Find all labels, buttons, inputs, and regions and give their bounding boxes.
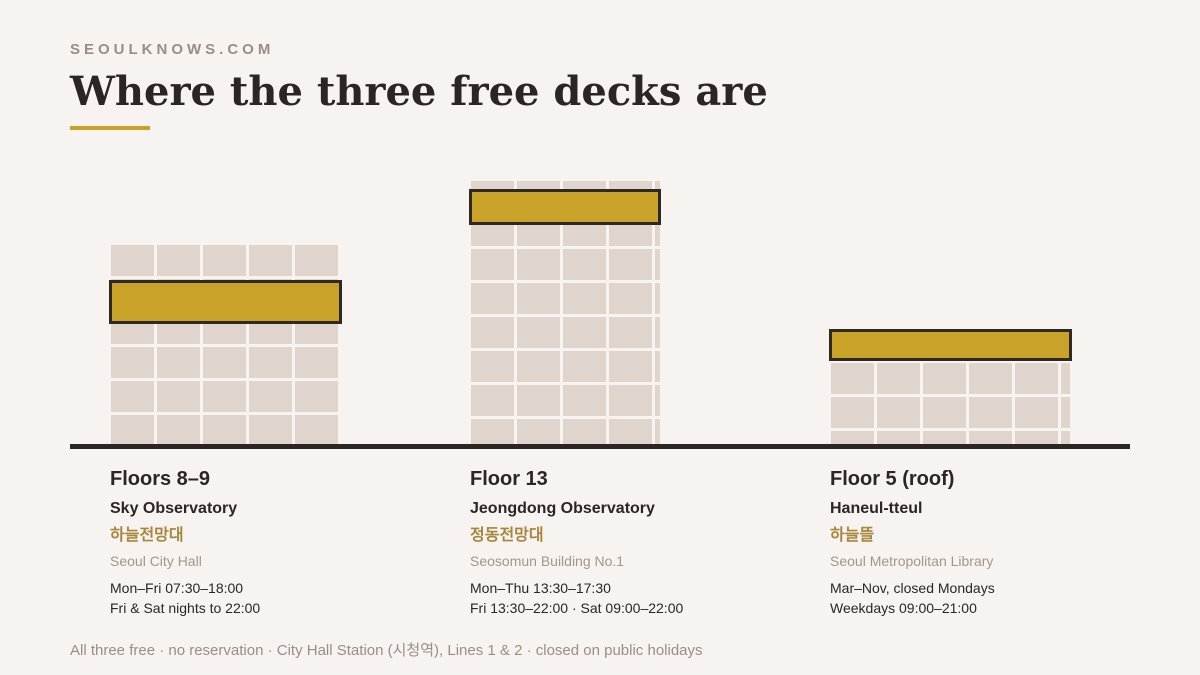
deck-name: Jeongdong Observatory [470, 500, 655, 517]
site-name: SEOULKNOWS.COM [70, 41, 275, 58]
deck-korean-name: 정동전망대 [470, 525, 544, 544]
hours-line: Mon–Thu 13:30–17:30 [470, 580, 611, 596]
building-city-hall [110, 244, 340, 445]
deck-hours: Mon–Thu 13:30–17:30 Fri 13:30–22:00 · Sa… [470, 578, 790, 618]
deck-name: Haneul-tteul [830, 500, 923, 517]
deck-info-2: Floor 13 Jeongdong Observatory 정동전망대 Seo… [470, 468, 790, 618]
deck-name: Sky Observatory [110, 500, 238, 517]
deck-hours: Mon–Fri 07:30–18:00 Fri & Sat nights to … [110, 578, 430, 618]
deck-building: Seosomun Building No.1 [470, 553, 625, 569]
ground-line [70, 444, 1130, 449]
deck-building: Seoul Metropolitan Library [830, 553, 994, 569]
deck-marker-haneul-tteul [829, 329, 1072, 361]
deck-korean-name: 하늘전망대 [110, 525, 184, 544]
deck-building: Seoul City Hall [110, 553, 202, 569]
title-underline [70, 126, 150, 130]
footer-note: All three free · no reservation · City H… [70, 642, 703, 659]
deck-marker-jeongdong-observatory [469, 189, 661, 225]
deck-info-3: Floor 5 (roof) Haneul-tteul 하늘뜰 Seoul Me… [830, 468, 1150, 618]
page-title: Where the three free decks are [70, 68, 768, 115]
deck-marker-sky-observatory [109, 280, 342, 324]
hours-line: Fri 13:30–22:00 · Sat 09:00–22:00 [470, 600, 684, 616]
deck-korean-name: 하늘뜰 [830, 525, 875, 544]
deck-floor: Floors 8–9 [110, 468, 211, 490]
deck-info-1: Floors 8–9 Sky Observatory 하늘전망대 Seoul C… [110, 468, 430, 618]
hours-line: Fri & Sat nights to 22:00 [110, 600, 261, 616]
building-library [830, 362, 1070, 445]
hours-line: Weekdays 09:00–21:00 [830, 600, 977, 616]
deck-floor: Floor 13 [470, 468, 548, 490]
hours-line: Mon–Fri 07:30–18:00 [110, 580, 244, 596]
deck-floor: Floor 5 (roof) [830, 468, 955, 490]
deck-hours: Mar–Nov, closed Mondays Weekdays 09:00–2… [830, 578, 1150, 618]
hours-line: Mar–Nov, closed Mondays [830, 580, 995, 596]
